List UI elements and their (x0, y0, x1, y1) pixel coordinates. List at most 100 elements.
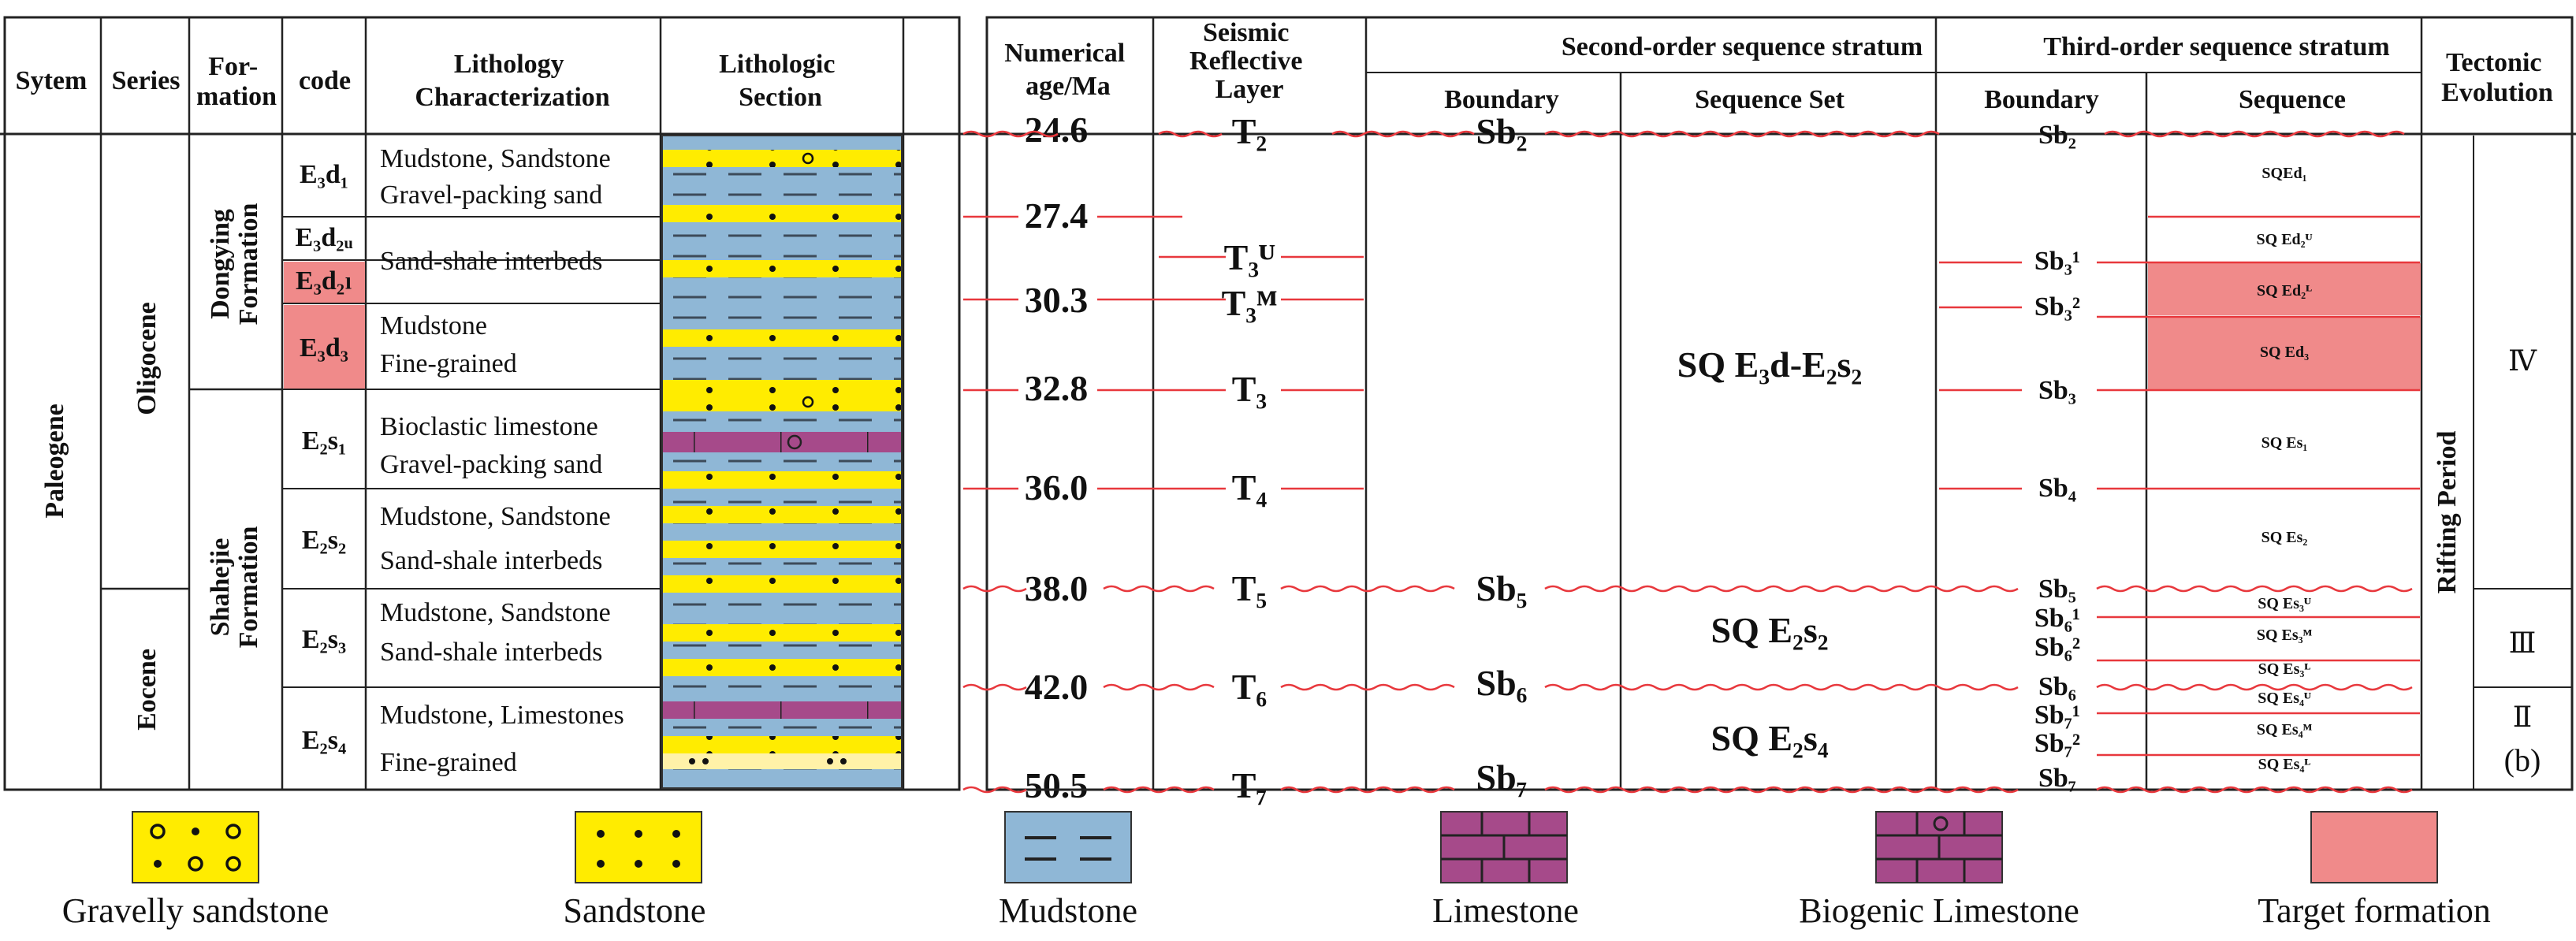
legend-target-swatch (2310, 811, 2438, 883)
sequence-label: SQ Es₂ (2261, 529, 2308, 546)
litho-section-frame (661, 135, 903, 789)
third-boundary-label: Sb₆² (2034, 633, 2080, 662)
age-label: 30.3 (1025, 280, 1089, 320)
third-boundary-label: Sb₃¹ (2034, 247, 2080, 276)
header-seismic: Seismic Reflective Layer (1189, 18, 1309, 104)
sequence-label: SQ Ed₂ᴸ (2257, 282, 2312, 299)
litho-sandstone (662, 205, 902, 222)
lithology-text: Bioclastic limestone (380, 412, 598, 441)
header-tectonic-l1: Tectonic (2446, 48, 2542, 77)
legend-gravel (150, 824, 166, 839)
sequence-set-label: SQ E₃d-E₂s₂ (1677, 344, 1862, 385)
legend-grain (672, 860, 680, 868)
header-tectonic: Tectonic Evolution (2441, 48, 2553, 107)
header-system: Sytem (16, 66, 87, 95)
header-lithologic-section: Lithologic Section (719, 50, 842, 112)
lithology-text: Mudstone, Limestones (380, 701, 624, 730)
age-label: 50.5 (1025, 765, 1089, 805)
legend-mudstone: Mudstone (999, 811, 1137, 930)
header-second-boundary: Boundary (1444, 85, 1559, 114)
legend-target-formation: Target formation (2258, 811, 2491, 930)
header-seismic-l2: Reflective (1189, 46, 1302, 76)
litho-bioclast (787, 434, 802, 450)
header-lithologic-section-l2: Section (739, 83, 822, 112)
formation-shahejie-l1: Shahejie (206, 538, 235, 637)
seismic-label: T₂ (1232, 111, 1267, 151)
header-lithology-char-l2: Characterization (415, 83, 609, 112)
code-e3d3: E₃d₃ (300, 333, 348, 363)
litho-gravelly-sandstone (662, 380, 902, 411)
lithology-text: Mudstone, Sandstone (380, 144, 611, 173)
header-formation-l1: For- (208, 52, 258, 81)
seismic-label: T₃ᴹ (1222, 283, 1278, 323)
legend-gravel (188, 856, 203, 872)
header-sequence-set: Sequence Set (1695, 85, 1845, 114)
litho-sandstone (662, 471, 902, 489)
litho-mudstone (662, 452, 902, 471)
legend-bioclast-icon (1933, 816, 1949, 831)
seismic-label: T₇ (1232, 765, 1267, 805)
target-seq-ed3 (2148, 317, 2421, 391)
code-column: E₃d₁ E₃d₂ᵤ E₃d₂ₗ E₃d₃ E₂s₁ E₂s₂ E₂s₃ E₂s… (295, 160, 352, 755)
sequence-label: SQ Es₄ᴸ (2258, 756, 2311, 773)
legend-sandstone-swatch (575, 811, 702, 883)
code-e3d2u: E₃d₂ᵤ (295, 223, 352, 252)
litho-fine-grained-sandstone (662, 753, 902, 769)
litho-mudstone (662, 676, 902, 701)
litho-mudstone (662, 347, 902, 380)
header: Sytem Series For- mation code Lithology … (0, 18, 2576, 136)
third-boundary-column: Sb₂ Sb₃¹ Sb₃² Sb₃ Sb₄ Sb₅ Sb₆¹ Sb₆² Sb₆ … (2034, 121, 2080, 793)
header-second-order: Second-order sequence stratum (1562, 32, 1923, 61)
legend-sandstone: Sandstone (564, 811, 705, 930)
left-table: Paleogene Oligocene Eocene Dongying Form… (3, 16, 1278, 805)
sequence-label: SQ Ed₂ᵁ (2257, 231, 2313, 248)
litho-gravelly-sandstone (662, 150, 902, 167)
third-boundary-label: Sb₂ (2038, 121, 2076, 150)
litho-gravel (802, 396, 814, 408)
litho-mudstone (662, 558, 902, 575)
legend-gravel (192, 828, 199, 835)
seismic-label: T₆ (1232, 667, 1267, 707)
system-label: Paleogene (40, 404, 69, 518)
legend-gravel (154, 860, 162, 868)
litho-mudstone (662, 489, 902, 506)
code-e2s3: E₂s₃ (302, 625, 346, 654)
legend-limestone: Limestone (1432, 811, 1579, 930)
legend-mudstone-swatch (1004, 811, 1132, 883)
legend-gravel (225, 824, 241, 839)
litho-sandstone (662, 624, 902, 642)
sequence-set-label: SQ E₂s₂ (1711, 610, 1828, 650)
seismic-column: T₂ T₃ᵁ T₃ᴹ T₃ T₄ T₅ T₆ T₇ (1222, 111, 1278, 805)
header-lithology-char-l1: Lithology (454, 50, 564, 79)
header-seismic-l3: Layer (1215, 75, 1284, 104)
header-numerical-age-l2: age/Ma (1026, 72, 1111, 101)
lithology-text: Sand-shale interbeds (380, 638, 602, 667)
litho-limestone (662, 701, 902, 719)
tectonic-period: Rifting Period (2433, 431, 2462, 594)
litho-mudstone (662, 167, 902, 205)
series-oligocene: Oligocene (132, 302, 162, 415)
litho-mudstone (662, 769, 902, 788)
litho-sandstone (662, 659, 902, 676)
code-e2s2: E₂s₂ (302, 526, 346, 555)
tectonic-stage-ii: Ⅱ (2513, 701, 2532, 733)
header-third-order: Third-order sequence stratum (2043, 32, 2389, 61)
lithologic-section-column (661, 135, 903, 789)
litho-grain (840, 758, 847, 764)
sequence-label: SQ Ed₃ (2260, 344, 2309, 361)
header-tectonic-l2: Evolution (2441, 78, 2553, 107)
header-numerical-age: Numerical age/Ma (1004, 39, 1131, 101)
third-boundary-label: Sb₆ (2038, 672, 2076, 701)
seismic-label: T₃ᵁ (1224, 237, 1275, 277)
sequence-label: SQ Es₄ᴹ (2257, 721, 2313, 738)
legend: Gravelly sandstone Sandstone Mudstone (62, 811, 2491, 930)
seismic-label: T₃ (1232, 369, 1267, 409)
sequence-set-column: SQ E₃d-E₂s₂ SQ E₂s₂ SQ E₂s₄ (1677, 344, 1862, 758)
legend-grain (597, 860, 605, 868)
second-boundary-label: Sb₂ (1476, 111, 1528, 151)
second-boundary-label: Sb₇ (1476, 757, 1528, 798)
lithology-column: Mudstone, Sandstone Gravel-packing sand … (380, 144, 624, 777)
sequence-label: SQEd₁ (2261, 165, 2306, 182)
third-boundary-label: Sb₅ (2038, 575, 2076, 604)
